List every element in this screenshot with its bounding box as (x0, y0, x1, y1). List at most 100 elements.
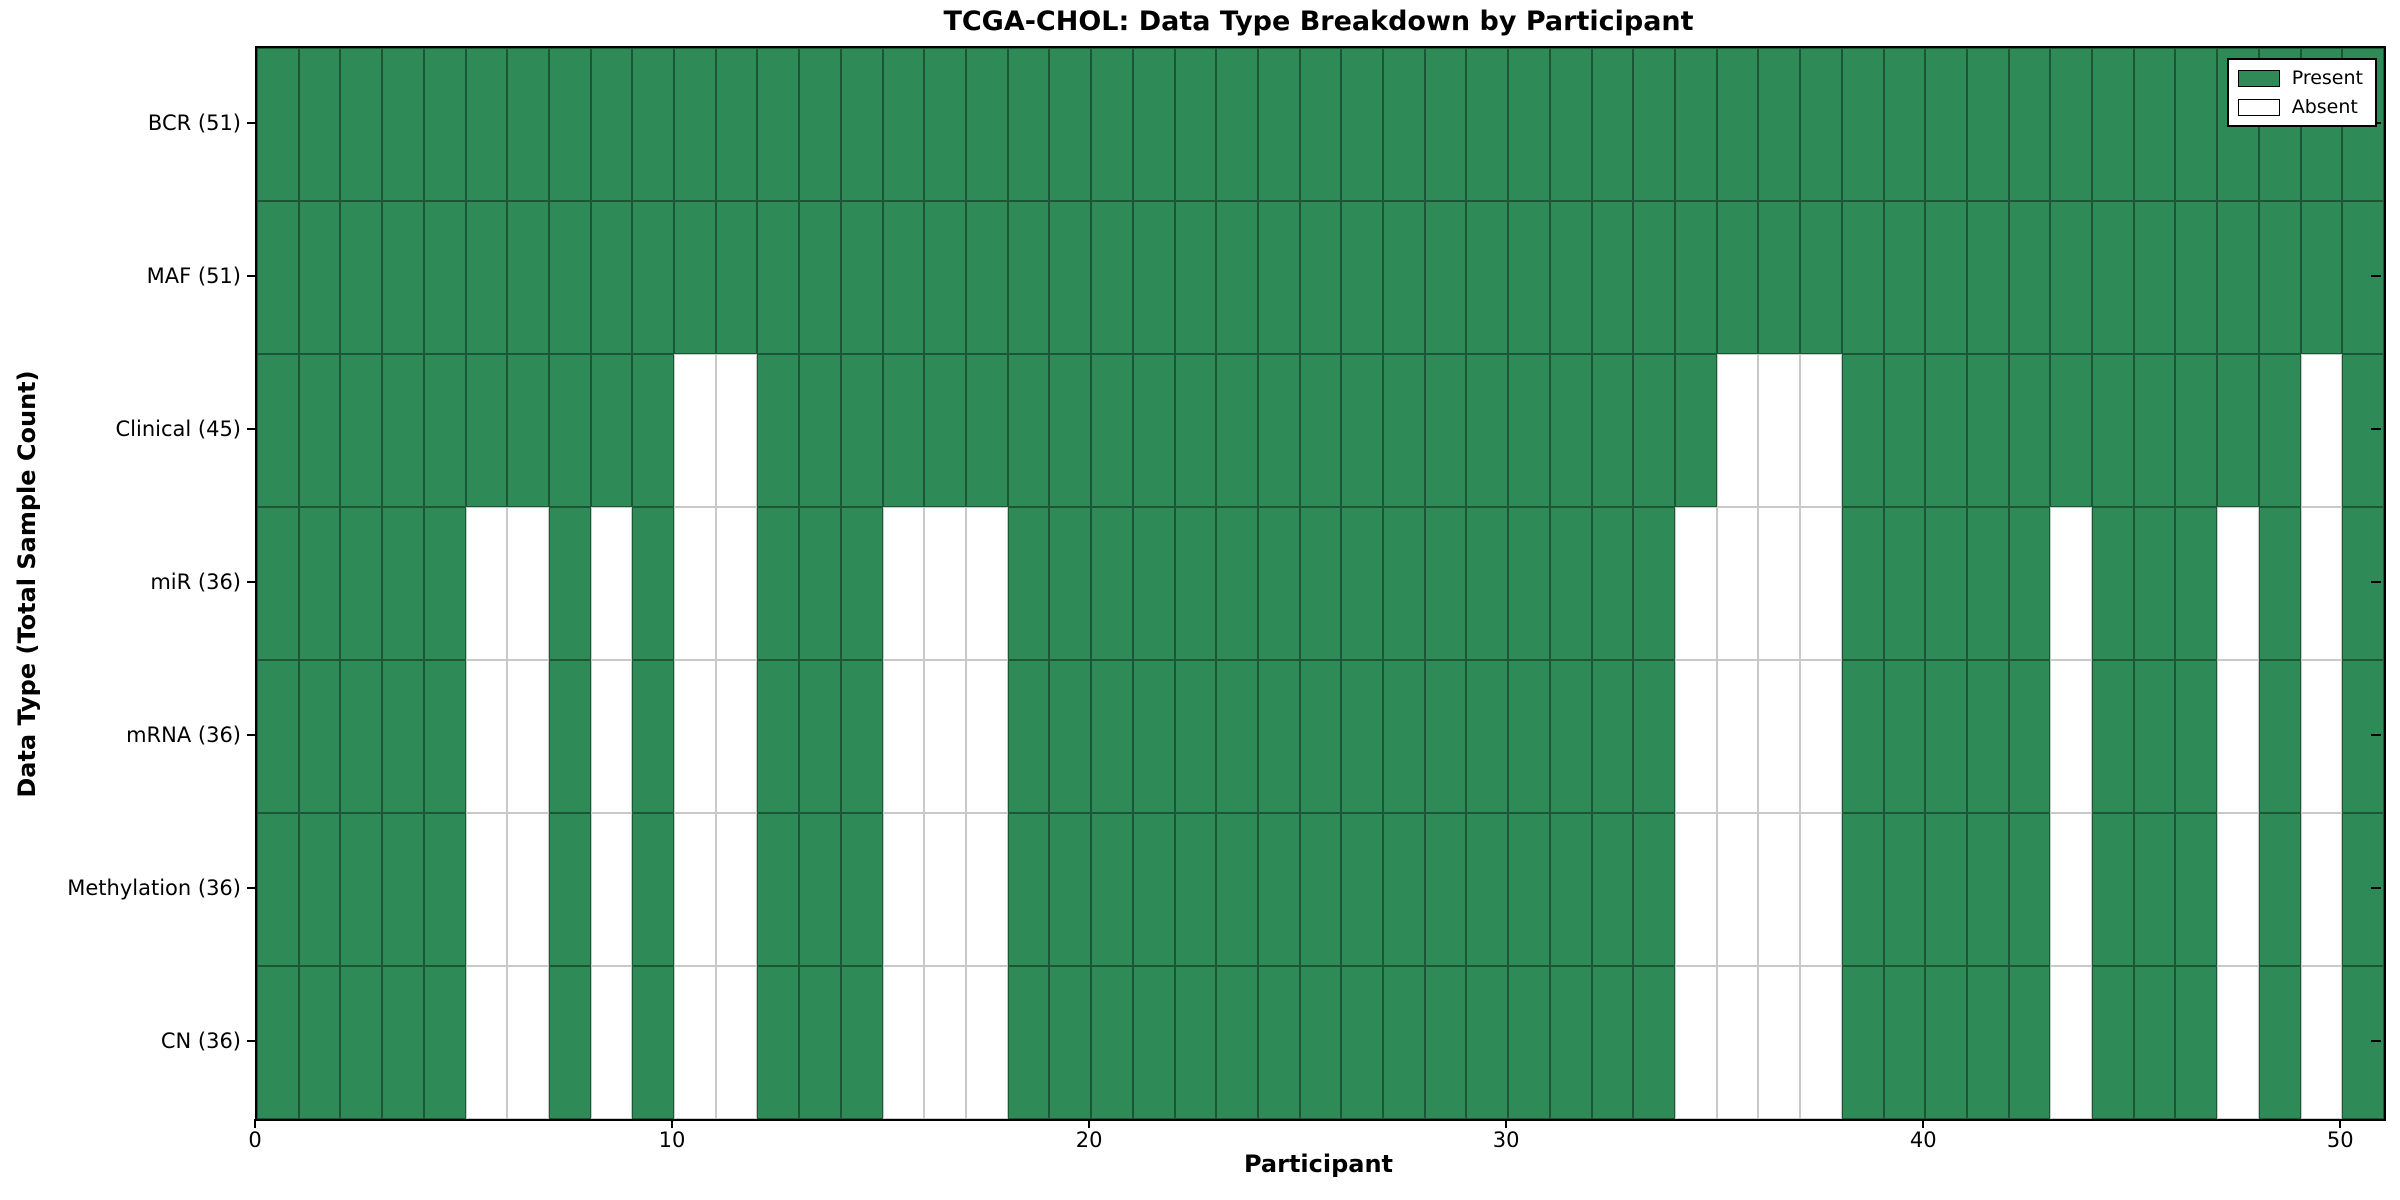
heatmap-cell (1049, 354, 1092, 507)
heatmap-cell (507, 201, 549, 354)
heatmap-cell (1549, 507, 1592, 660)
heatmap-cell (1174, 354, 1217, 507)
heatmap-cell (1841, 354, 1884, 507)
heatmap-cell (1883, 201, 1926, 354)
heatmap-cell (882, 660, 925, 813)
heatmap-cell (1716, 507, 1759, 660)
heatmap-cell (548, 813, 591, 966)
heatmap-cell (1132, 48, 1175, 201)
heatmap-cell (1508, 354, 1550, 507)
heatmap-cell (1216, 201, 1258, 354)
heatmap-cell (1675, 966, 1717, 1119)
heatmap-cell (1383, 507, 1425, 660)
heatmap-cell (1257, 660, 1300, 813)
heatmap-cell (1257, 966, 1300, 1119)
y-tick-label: CN (36) (160, 1028, 241, 1053)
heatmap-cell (382, 660, 424, 813)
legend: Present Absent (2226, 58, 2377, 127)
heatmap-cell (632, 354, 675, 507)
heatmap-cell (1633, 354, 1675, 507)
heatmap-cell (257, 201, 299, 354)
heatmap-cell (799, 660, 841, 813)
heatmap-cell (1007, 354, 1050, 507)
heatmap-cell (2133, 201, 2176, 354)
heatmap-cell (1883, 813, 1926, 966)
heatmap-cell (1966, 813, 2009, 966)
heatmap-cell (507, 660, 549, 813)
heatmap-cell (1257, 813, 1300, 966)
heatmap-cell (2342, 354, 2384, 507)
heatmap-cell (1383, 660, 1425, 813)
heatmap-cell (882, 354, 925, 507)
heatmap-cell (1841, 48, 1884, 201)
heatmap-cell (1883, 354, 1926, 507)
y-tick-mark-right (2371, 733, 2381, 736)
heatmap-cell (1049, 507, 1092, 660)
heatmap-cell (1174, 966, 1217, 1119)
heatmap-cell (2008, 201, 2051, 354)
heatmap-cell (2175, 660, 2218, 813)
heatmap-cell (1466, 660, 1509, 813)
heatmap-cell (1216, 660, 1258, 813)
heatmap-cell (1883, 507, 1926, 660)
heatmap-cell (1925, 354, 1967, 507)
heatmap-cell (1508, 507, 1550, 660)
heatmap-cell (1966, 507, 2009, 660)
heatmap-cell (590, 660, 633, 813)
heatmap-cell (1883, 966, 1926, 1119)
x-tick-label: 20 (1075, 1128, 1103, 1152)
heatmap-cell (1883, 48, 1926, 201)
heatmap-cell (2300, 354, 2343, 507)
heatmap-cell (2217, 507, 2259, 660)
heatmap-cell (2300, 507, 2343, 660)
heatmap-cell (674, 48, 716, 201)
heatmap-cell (1800, 813, 1842, 966)
heatmap-cell (1091, 660, 1133, 813)
heatmap-cell (2092, 813, 2134, 966)
heatmap-cell (1299, 354, 1342, 507)
heatmap-cell (1675, 813, 1717, 966)
heatmap-cell (1466, 201, 1509, 354)
heatmap-cell (1341, 966, 1384, 1119)
heatmap-cell (1007, 966, 1050, 1119)
heatmap-cell (2050, 813, 2093, 966)
heatmap-cell (924, 48, 966, 201)
heatmap-cell (674, 660, 716, 813)
heatmap-cell (1007, 48, 1050, 201)
heatmap-cell (423, 660, 466, 813)
heatmap-cell (2342, 201, 2384, 354)
heatmap-cell (548, 354, 591, 507)
heatmap-cell (1216, 48, 1258, 201)
heatmap-cell (1216, 813, 1258, 966)
heatmap-cell (1132, 813, 1175, 966)
heatmap-cell (507, 354, 549, 507)
heatmap-cell (966, 48, 1008, 201)
heatmap-cell (2342, 966, 2384, 1119)
heatmap-cell (966, 660, 1008, 813)
heatmap-cell (674, 201, 716, 354)
heatmap-cell (465, 354, 508, 507)
heatmap-cell (924, 507, 966, 660)
heatmap-cell (1716, 966, 1759, 1119)
heatmap-cell (674, 813, 716, 966)
heatmap-cell (1591, 354, 1634, 507)
heatmap-cell (1007, 660, 1050, 813)
heatmap-cell (2008, 660, 2051, 813)
heatmap-cell (1925, 660, 1967, 813)
heatmap-cell (1091, 966, 1133, 1119)
y-tick-mark-left (247, 733, 255, 736)
heatmap-cell (2217, 966, 2259, 1119)
heatmap-cell (1091, 813, 1133, 966)
heatmap-cell (757, 813, 800, 966)
x-axis-label: Participant (1243, 1150, 1394, 1178)
heatmap-cell (715, 507, 758, 660)
heatmap-cell (1966, 354, 2009, 507)
heatmap-cell (1132, 660, 1175, 813)
heatmap-cell (1758, 48, 1801, 201)
heatmap-cell (1424, 354, 1467, 507)
heatmap-cell (548, 201, 591, 354)
heatmap-cell (1925, 201, 1967, 354)
heatmap-cell (1508, 966, 1550, 1119)
heatmap-cell (1132, 507, 1175, 660)
y-tick-label: Methylation (36) (67, 875, 241, 900)
